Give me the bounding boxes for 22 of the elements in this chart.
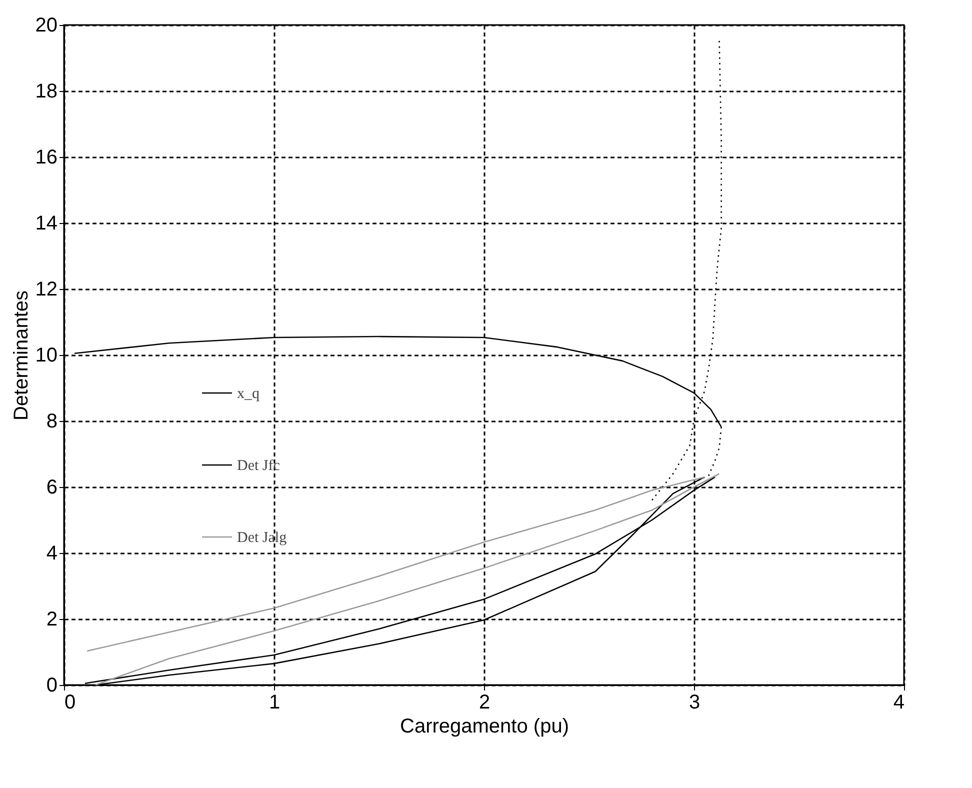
- y-axis-title: Determinantes: [10, 290, 32, 421]
- x-tick-label: 0: [64, 692, 76, 714]
- y-tick-label: 14: [35, 212, 58, 234]
- x-tick-label: 3: [688, 692, 700, 714]
- x-tick-label: 4: [893, 692, 904, 714]
- y-tick-label: 18: [35, 80, 58, 102]
- x-tick-label: 2: [478, 692, 490, 714]
- y-tick-label: 0: [46, 674, 58, 696]
- x-tick-label: 1: [268, 692, 280, 714]
- y-tick-label: 16: [35, 146, 58, 168]
- line-series: [86, 476, 706, 652]
- legend-label: Det Jalg: [237, 530, 288, 546]
- legend-label: Det Jfc: [237, 458, 280, 474]
- y-tick-label: 4: [46, 542, 58, 564]
- y-tick-label: 2: [46, 608, 58, 630]
- x-axis-title: Carregamento (pu): [400, 716, 569, 738]
- y-tick-label: 8: [46, 410, 58, 432]
- y-tick-label: 20: [35, 14, 58, 36]
- y-tick-label: 10: [35, 344, 58, 366]
- y-tick-label: 6: [46, 476, 58, 498]
- y-tick-label: 12: [35, 278, 58, 300]
- legend-label: x_q: [237, 386, 260, 402]
